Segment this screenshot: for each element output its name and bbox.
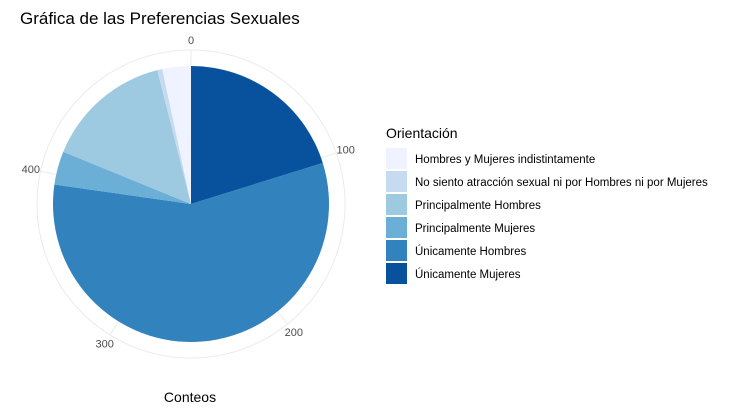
pie-slice — [162, 66, 191, 204]
legend-swatch — [386, 240, 407, 261]
polar-grid — [36, 49, 346, 359]
tick-label: 200 — [285, 327, 303, 339]
pie-slice — [54, 151, 191, 204]
pie-slices — [52, 66, 330, 342]
grid-spoke — [320, 152, 337, 159]
tick-label: 300 — [95, 338, 113, 350]
legend-label: Únicamente Mujeres — [415, 268, 521, 281]
legend-items: Hombres y Mujeres indistintamente No sien… — [386, 148, 708, 284]
legend-label: Únicamente Hombres — [415, 245, 526, 258]
chart-title: Gráfica de las Preferencias Sexuales — [20, 9, 300, 28]
pie-slice — [157, 69, 191, 205]
legend-swatch — [386, 263, 407, 284]
legend-swatch — [386, 171, 407, 192]
legend-label: Principalmente Mujeres — [415, 223, 535, 235]
tick-label: 400 — [22, 164, 40, 176]
tick-label: 100 — [336, 144, 354, 156]
tick-label: 0 — [188, 35, 194, 47]
grid-spoke — [40, 170, 57, 175]
legend-title: Orientación — [386, 125, 458, 141]
radial-tick-labels: 0 100 200 300 400 — [22, 35, 355, 350]
pie-slice — [52, 162, 330, 342]
legend-label: Hombres y Mujeres indistintamente — [415, 154, 595, 166]
pie-slice — [191, 66, 323, 204]
legend: Orientación Hombres y Mujeres indistinta… — [386, 125, 708, 284]
grid-spoke — [109, 321, 119, 336]
legend-swatch — [386, 148, 407, 169]
legend-swatch — [386, 217, 407, 238]
legend-swatch — [386, 194, 407, 215]
legend-label: Principalmente Hombres — [415, 200, 541, 212]
grid-spoke — [277, 311, 288, 325]
pie-slice — [63, 70, 191, 204]
legend-label: No siento atracción sexual ni por Hombre… — [415, 177, 708, 189]
x-axis-title: Conteos — [164, 389, 216, 405]
